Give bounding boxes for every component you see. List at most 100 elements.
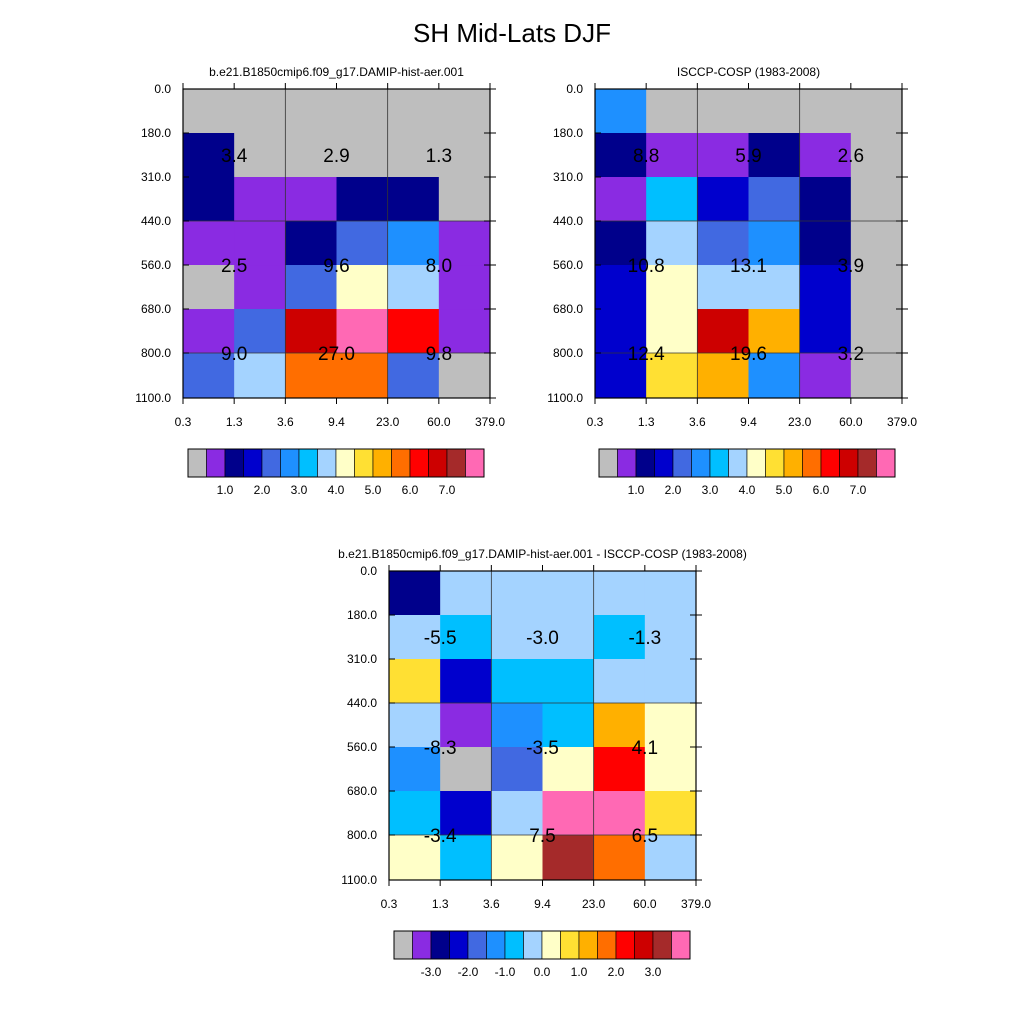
colorbar-swatch (691, 448, 711, 478)
heatmap-cell (389, 747, 441, 792)
figure-title: SH Mid-Lats DJF (413, 18, 611, 48)
heatmap-cell (644, 615, 697, 660)
heatmap-cell (438, 309, 491, 354)
heatmap-cell (387, 353, 440, 399)
heatmap-cell (542, 571, 595, 616)
colorbar-tick-label: 2.0 (608, 965, 625, 979)
y-tick-label: 800.0 (553, 346, 583, 360)
colorbar-swatch (243, 448, 263, 478)
heatmap-cell (438, 221, 491, 266)
colorbar-swatch (354, 448, 374, 478)
heatmap-cell (595, 133, 647, 178)
heatmap-cell (491, 835, 543, 881)
colorbar-swatch (672, 448, 692, 478)
heatmap-cell (387, 221, 440, 266)
cell-value-label: 1.3 (426, 146, 452, 167)
colorbar-tick-label: 5.0 (776, 483, 793, 497)
heatmap-cell (491, 615, 543, 660)
colorbar-tick-label: -3.0 (421, 965, 442, 979)
heatmap-cell (440, 703, 492, 748)
colorbar-swatch (635, 448, 655, 478)
heatmap-cell (593, 659, 646, 704)
heatmap-cell (285, 309, 337, 354)
heatmap-cell (646, 265, 698, 310)
colorbar-swatch (449, 930, 469, 960)
colorbar-swatch (541, 930, 561, 960)
cell-value-label: 10.8 (628, 256, 665, 277)
x-tick-label: 379.0 (475, 415, 505, 429)
heatmap-cell (748, 265, 801, 310)
heatmap-cell (387, 133, 440, 178)
y-tick-label: 680.0 (553, 302, 583, 316)
colorbar-swatch (446, 448, 466, 478)
heatmap-cell (389, 615, 441, 660)
cell-value-label: 13.1 (730, 256, 767, 277)
x-tick-label: 1.3 (226, 415, 243, 429)
x-tick-label: 60.0 (427, 415, 451, 429)
heatmap-cell (389, 571, 441, 616)
y-tick-label: 440.0 (553, 214, 583, 228)
heatmap-cell (595, 221, 647, 266)
heatmap-cell (336, 177, 389, 222)
x-tick-label: 0.3 (175, 415, 192, 429)
x-tick-label: 0.3 (381, 897, 398, 911)
x-tick-label: 3.6 (277, 415, 294, 429)
heatmap-cell (491, 571, 543, 616)
heatmap-cell (595, 309, 647, 354)
heatmap-cell (389, 835, 441, 881)
heatmap-cell (183, 353, 235, 399)
heatmap-cell (440, 835, 492, 881)
colorbar-tick-label: 3.0 (645, 965, 662, 979)
colorbar-swatch (634, 930, 654, 960)
heatmap-cell (183, 177, 235, 222)
colorbar-swatch (206, 448, 226, 478)
heatmap-cell (646, 177, 698, 222)
cell-value-label: 12.4 (628, 344, 665, 365)
heatmap-cell (183, 309, 235, 354)
heatmap-cell (646, 133, 698, 178)
x-tick-label: 23.0 (376, 415, 400, 429)
y-tick-label: 560.0 (141, 258, 171, 272)
cell-value-label: 7.5 (529, 826, 555, 847)
y-tick-label: 800.0 (141, 346, 171, 360)
colorbar-swatch (802, 448, 822, 478)
cell-value-label: 3.4 (221, 146, 248, 167)
colorbar-swatch (428, 448, 448, 478)
colorbar-swatch (615, 930, 635, 960)
panel-title: b.e21.B1850cmip6.f09_g17.DAMIP-hist-aer.… (209, 65, 464, 79)
heatmap-cell (387, 265, 440, 310)
y-tick-label: 180.0 (553, 126, 583, 140)
colorbar-swatch (765, 448, 785, 478)
heatmap-cell (697, 309, 749, 354)
colorbar-tick-label: 4.0 (739, 483, 756, 497)
y-tick-label: 680.0 (347, 784, 377, 798)
y-tick-label: 310.0 (347, 652, 377, 666)
heatmap-cell (234, 133, 286, 178)
heatmap-cell (593, 835, 646, 881)
y-tick-label: 560.0 (553, 258, 583, 272)
x-tick-label: 60.0 (633, 897, 657, 911)
y-tick-label: 0.0 (154, 82, 171, 96)
heatmap-cell (850, 89, 903, 134)
heatmap-cell (389, 659, 441, 704)
heatmap-cell (491, 659, 543, 704)
colorbar-frame (598, 448, 896, 478)
heatmap-cell (542, 747, 595, 792)
heatmap-cell (285, 133, 337, 178)
heatmap-cell (387, 309, 440, 354)
cell-value-label: -3.4 (424, 826, 457, 847)
colorbar-swatch (523, 930, 543, 960)
heatmap-cell (748, 353, 801, 399)
colorbar-tick-label: 1.0 (628, 483, 645, 497)
heatmap-cell (234, 309, 286, 354)
y-tick-label: 180.0 (141, 126, 171, 140)
heatmap-cell (697, 353, 749, 399)
panel-difference: b.e21.B1850cmip6.f09_g17.DAMIP-hist-aer.… (338, 547, 747, 979)
colorbar-tick-label: 2.0 (665, 483, 682, 497)
heatmap-cell (593, 791, 646, 836)
heatmap-cell (183, 89, 235, 134)
heatmap-cell (336, 353, 389, 399)
heatmap-cell (336, 309, 389, 354)
colorbar-swatch (261, 448, 281, 478)
colorbar-swatch (671, 930, 691, 960)
